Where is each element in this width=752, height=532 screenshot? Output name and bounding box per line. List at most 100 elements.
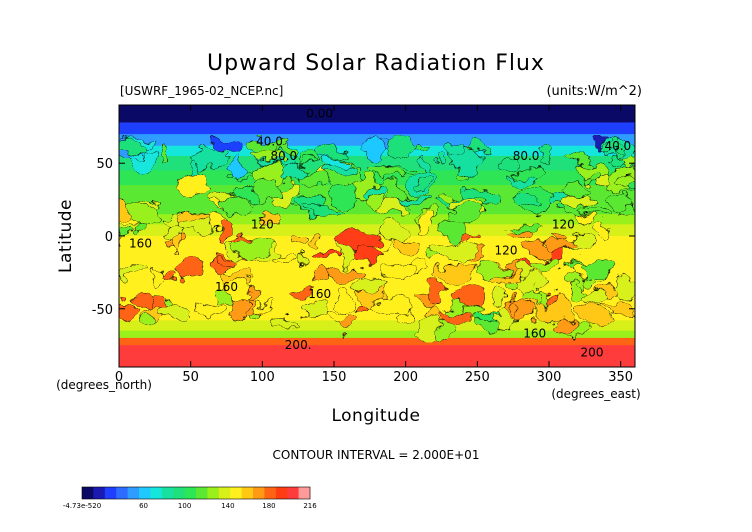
flux-cell — [353, 276, 390, 296]
flux-cell — [304, 240, 317, 248]
colorbar-swatch — [116, 487, 128, 499]
flux-cell — [436, 320, 453, 343]
flux-cell — [578, 305, 616, 329]
flux-cell — [370, 195, 385, 207]
flux-cell — [171, 233, 181, 251]
contour-label: 160 — [523, 327, 546, 341]
flux-cell — [529, 258, 555, 270]
flux-cell — [439, 189, 455, 203]
colorbar-swatch — [139, 487, 151, 499]
flux-cell — [212, 137, 242, 154]
flux-cell — [492, 288, 505, 310]
flux-cell — [248, 300, 273, 308]
colorbar-swatch — [104, 487, 117, 499]
flux-cell — [434, 240, 475, 262]
flux-cell — [222, 220, 233, 240]
flux-cell — [252, 151, 283, 164]
colorbar-swatch — [241, 487, 254, 499]
flux-cell — [474, 321, 499, 333]
flux-cell — [567, 154, 593, 165]
colorbar-tick-label: -4.73e-520 — [63, 502, 101, 510]
colorbar-swatch — [230, 487, 242, 499]
flux-band — [119, 122, 635, 135]
colorbar-swatch — [275, 487, 288, 499]
flux-cell — [537, 148, 550, 165]
flux-cell — [350, 248, 385, 263]
colorbar: -4.73e-520 60 100 140 180 216 — [63, 486, 317, 510]
x-axis: 0 50 100 150 200 250 300 350 — [115, 105, 633, 385]
y-axis-label: Latitude — [56, 199, 76, 273]
flux-cell — [327, 267, 365, 280]
colorbar-tick-label: 140 — [221, 502, 234, 510]
flux-cell — [409, 141, 432, 152]
contour-label: 160 — [308, 287, 331, 301]
flux-cell — [438, 311, 473, 324]
flux-cell — [505, 296, 536, 320]
colorbar-swatch — [218, 487, 231, 499]
flux-cell — [199, 303, 222, 316]
contour-label: 200 — [581, 345, 604, 359]
flux-cell — [477, 258, 508, 280]
x-tick-label: 100 — [250, 370, 275, 385]
y-axis: -50 0 50 — [92, 157, 635, 318]
contour-label: 160 — [129, 236, 152, 250]
flux-cell — [119, 203, 132, 219]
x-tick-label: 250 — [465, 370, 490, 385]
flux-cell — [418, 213, 430, 238]
flux-cell — [318, 165, 357, 177]
contour-interval-note: CONTOUR INTERVAL = 2.000E+01 — [273, 448, 480, 462]
flux-cell — [351, 302, 369, 311]
flux-cell — [390, 239, 420, 252]
y-tick-label: 0 — [105, 230, 113, 245]
flux-band — [119, 224, 635, 237]
contour-label: 160 — [215, 280, 238, 294]
flux-cell — [142, 312, 155, 327]
flux-cell — [510, 298, 520, 317]
x-tick-label: 300 — [537, 370, 562, 385]
flux-cell — [328, 182, 361, 205]
flux-cell — [575, 206, 606, 215]
flux-cell — [158, 148, 168, 167]
colorbar-swatch — [253, 487, 265, 499]
flux-cell — [177, 174, 214, 193]
flux-cell — [157, 307, 193, 322]
flux-cell — [600, 145, 627, 154]
flux-cell — [439, 218, 467, 241]
flux-cell — [233, 239, 273, 255]
flux-cell — [511, 263, 533, 277]
flux-cell — [247, 308, 260, 321]
colorbar-swatch — [287, 487, 299, 499]
flux-cell — [508, 231, 536, 241]
flux-cell — [291, 234, 303, 247]
flux-cell — [358, 137, 384, 161]
flux-cell — [559, 197, 597, 205]
x-axis-label: Longitude — [331, 406, 420, 426]
flux-cell — [559, 181, 594, 198]
flux-cell — [282, 160, 310, 181]
flux-cell — [305, 204, 339, 215]
flux-cell — [375, 177, 390, 187]
contour-label: 0.00 — [306, 107, 333, 121]
flux-cell — [305, 302, 330, 320]
flux-cell — [451, 147, 478, 172]
flux-cell — [161, 274, 178, 283]
flux-cell — [298, 174, 326, 188]
flux-cell — [119, 138, 150, 153]
flux-cell — [369, 166, 404, 181]
contour-label: 80.0 — [513, 149, 540, 163]
x-tick-label: 0 — [115, 370, 123, 385]
colorbar-swatch — [173, 487, 185, 499]
flux-band — [119, 345, 635, 367]
flux-band — [119, 337, 635, 346]
flux-cell — [300, 155, 317, 162]
flux-cell — [609, 158, 626, 167]
flux-cell — [587, 172, 597, 183]
flux-cell — [228, 299, 247, 322]
colorbar-swatch — [207, 487, 220, 499]
flux-cell — [425, 278, 444, 302]
flux-cell — [497, 160, 522, 170]
flux-cell — [271, 317, 300, 330]
flux-cell — [444, 141, 465, 154]
